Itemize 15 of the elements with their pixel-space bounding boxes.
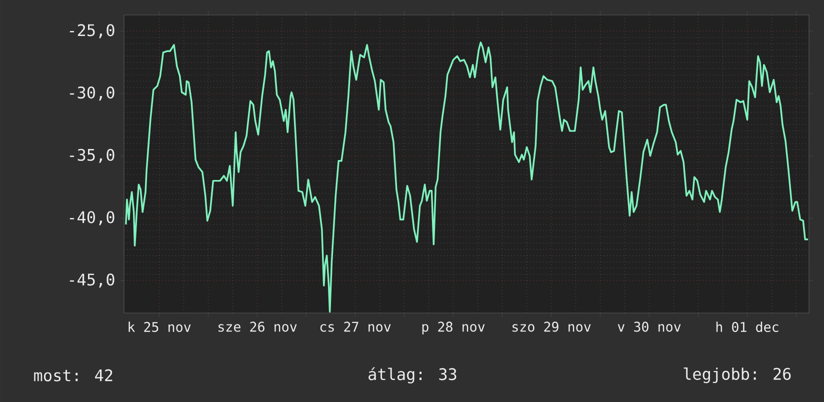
x-tick-label: v 30 nov	[618, 322, 681, 332]
y-tick-label: -45,0	[70, 274, 114, 288]
x-tick-label: h 01 dec	[716, 322, 778, 332]
text: most: 42	[34, 369, 112, 382]
x-tick-label: k 25 nov	[128, 322, 191, 332]
x-tick-label: sze 26 nov	[218, 322, 297, 332]
text: legjobb: 26	[684, 367, 791, 384]
y-tick-label: -30,0	[70, 86, 114, 101]
x-tick-label: cs 27 nov	[320, 322, 391, 332]
y-tick-label: -40,0	[70, 211, 114, 226]
x-tick-label: szo 29 nov	[512, 322, 591, 332]
x-tick-label: p 28 nov	[422, 322, 485, 334]
y-tick-label: -35,0	[70, 148, 114, 163]
y-tick-label: -25,0	[70, 24, 114, 38]
text: átlag: 33	[368, 367, 456, 384]
